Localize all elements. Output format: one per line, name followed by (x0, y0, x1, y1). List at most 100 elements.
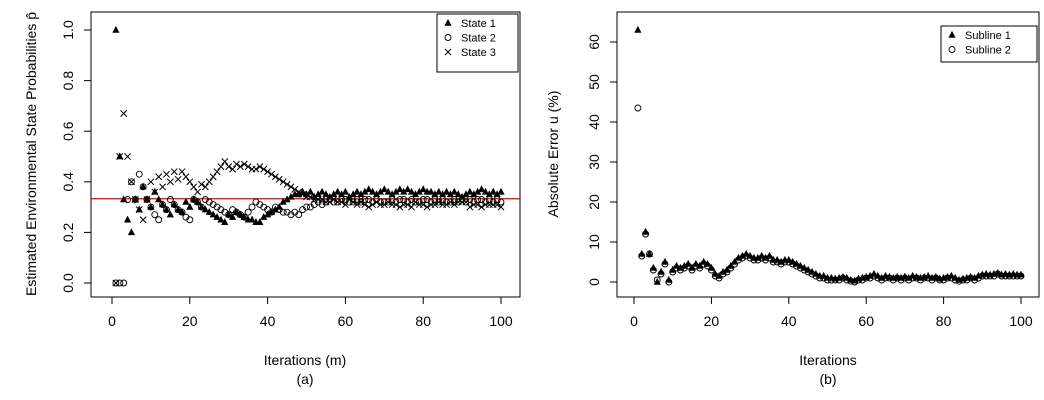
point-state-3 (435, 198, 443, 206)
legend-label-subline-2: Subline 2 (965, 45, 1011, 57)
point-state-3 (159, 183, 167, 191)
y-tick-label: 50 (586, 74, 602, 90)
point-state-1 (369, 187, 377, 195)
point-subline-2 (742, 252, 750, 260)
point-state-3 (411, 198, 419, 206)
point-state-1 (236, 210, 244, 218)
point-subline-2 (684, 262, 692, 270)
plot-frame-a (90, 11, 521, 298)
point-subline-2 (978, 272, 986, 280)
point-subline-2 (897, 276, 905, 284)
point-state-1 (384, 187, 392, 195)
point-subline-2 (1005, 272, 1013, 280)
point-state-1 (450, 187, 458, 195)
point-state-1 (264, 210, 272, 218)
point-subline-1 (645, 249, 654, 257)
y-tick-label: 30 (586, 154, 602, 170)
point-state-3 (373, 198, 380, 206)
point-subline-2 (974, 274, 982, 282)
point-state-3 (478, 203, 486, 211)
point-subline-2 (878, 276, 886, 284)
x-tick-label: 80 (415, 313, 431, 329)
y-tick-label: 0.6 (60, 121, 76, 141)
point-state-2 (178, 208, 186, 216)
point-state-1 (170, 200, 178, 208)
point-subline-2 (638, 252, 646, 260)
point-state-1 (174, 205, 182, 213)
point-subline-2 (754, 256, 762, 264)
point-subline-2 (916, 276, 924, 284)
y-tick-label: 20 (586, 194, 602, 210)
point-state-2 (194, 198, 202, 206)
data-points-a (112, 25, 505, 287)
point-subline-2 (789, 260, 797, 268)
point-state-3 (174, 175, 182, 183)
point-state-1 (361, 187, 369, 195)
x-axis-label-b: Iterations (799, 352, 857, 368)
point-state-2 (127, 178, 135, 186)
point-subline-2 (692, 262, 700, 270)
point-state-1 (400, 187, 408, 195)
point-subline-2 (750, 256, 758, 264)
point-state-3 (466, 203, 474, 211)
point-state-1 (151, 187, 159, 195)
point-state-3 (120, 110, 128, 117)
point-state-1 (155, 195, 163, 203)
point-state-1 (217, 215, 225, 223)
point-state-3 (127, 178, 135, 186)
legend-marker-state-2 (444, 34, 452, 41)
point-state-3 (163, 170, 170, 178)
y-tick-label: 40 (586, 114, 602, 130)
point-state-3 (186, 178, 194, 186)
point-state-1 (166, 210, 174, 218)
point-subline-2 (928, 276, 936, 284)
point-state-1 (260, 213, 268, 220)
point-state-3 (462, 198, 470, 206)
point-subline-2 (746, 254, 754, 262)
point-state-3 (443, 201, 450, 209)
point-state-3 (229, 165, 237, 173)
point-state-2 (163, 206, 170, 214)
point-subline-2 (986, 272, 994, 280)
point-state-1 (240, 213, 248, 220)
point-state-3 (423, 203, 431, 211)
legend-label-subline-1: Subline 1 (965, 30, 1011, 42)
point-subline-2 (715, 274, 723, 282)
point-state-1 (112, 25, 120, 33)
point-state-1 (392, 187, 400, 195)
point-state-2 (112, 279, 120, 287)
point-state-3 (369, 201, 377, 209)
point-subline-2 (990, 272, 998, 280)
point-state-2 (240, 213, 248, 221)
point-state-1 (190, 195, 198, 203)
point-subline-2 (870, 272, 878, 280)
point-state-1 (279, 197, 287, 205)
point-state-3 (291, 185, 299, 193)
point-subline-2 (669, 268, 677, 276)
point-state-3 (353, 201, 361, 209)
point-state-1 (283, 195, 291, 203)
point-state-3 (139, 216, 147, 224)
point-state-3 (497, 203, 505, 211)
point-state-1 (396, 185, 404, 193)
point-state-3 (419, 201, 427, 209)
point-state-1 (497, 187, 505, 195)
point-state-2 (268, 208, 275, 216)
point-state-3 (131, 196, 139, 203)
point-state-3 (213, 168, 221, 176)
point-subline-2 (824, 276, 831, 284)
point-subline-2 (812, 272, 820, 280)
point-state-1 (162, 205, 171, 213)
point-subline-2 (657, 270, 665, 278)
point-subline-2 (866, 274, 874, 282)
point-subline-2 (835, 276, 843, 284)
point-state-3 (236, 163, 244, 171)
point-subline-2 (1017, 272, 1025, 280)
point-state-3 (326, 198, 334, 206)
point-state-1 (131, 195, 139, 203)
legend-a: State 1 State 2 State 3 (436, 13, 519, 73)
point-subline-2 (680, 264, 688, 272)
point-state-3 (268, 170, 275, 178)
